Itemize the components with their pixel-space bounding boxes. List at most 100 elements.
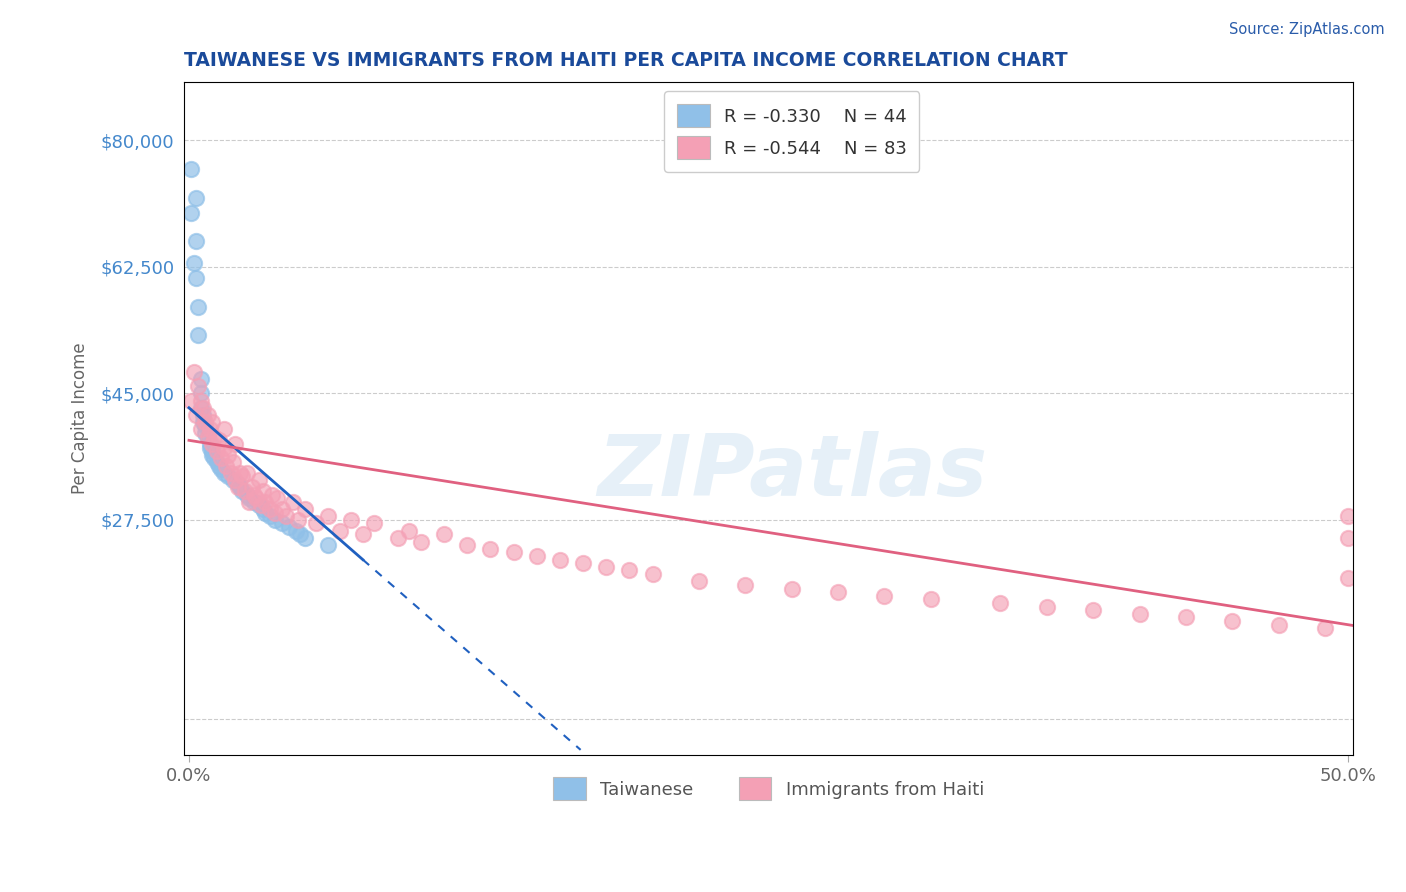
Point xyxy=(197,430,219,444)
Point xyxy=(217,469,239,483)
Point xyxy=(259,502,281,516)
Point xyxy=(363,516,385,531)
Point xyxy=(263,513,285,527)
Point xyxy=(219,466,242,480)
Point xyxy=(212,422,235,436)
Point xyxy=(229,480,252,494)
Point xyxy=(197,430,219,444)
Point xyxy=(254,495,277,509)
Point xyxy=(873,589,896,603)
Point xyxy=(194,426,217,441)
Point xyxy=(201,448,224,462)
Point xyxy=(247,473,270,487)
Point xyxy=(254,506,277,520)
Point xyxy=(190,386,212,401)
Point xyxy=(224,473,246,487)
Point xyxy=(548,552,571,566)
Point xyxy=(238,491,260,505)
Point xyxy=(184,270,207,285)
Point xyxy=(231,483,253,498)
Point xyxy=(226,476,249,491)
Point xyxy=(641,567,664,582)
Point xyxy=(209,462,232,476)
Point xyxy=(688,574,710,589)
Point xyxy=(183,365,205,379)
Point xyxy=(197,408,219,422)
Point xyxy=(243,495,266,509)
Point xyxy=(183,256,205,270)
Point xyxy=(1036,599,1059,614)
Point xyxy=(270,516,292,531)
Point xyxy=(224,437,246,451)
Point xyxy=(212,441,235,455)
Point xyxy=(240,480,263,494)
Point xyxy=(250,499,273,513)
Point xyxy=(827,585,849,599)
Point xyxy=(294,531,316,545)
Text: ZIPatlas: ZIPatlas xyxy=(596,431,987,514)
Point xyxy=(734,578,756,592)
Point xyxy=(204,451,226,466)
Legend: Taiwanese, Immigrants from Haiti: Taiwanese, Immigrants from Haiti xyxy=(541,764,997,814)
Point xyxy=(236,466,259,480)
Point xyxy=(305,516,328,531)
Point xyxy=(208,434,231,448)
Point xyxy=(201,444,224,458)
Point xyxy=(263,506,285,520)
Point xyxy=(190,372,212,386)
Text: TAIWANESE VS IMMIGRANTS FROM HAITI PER CAPITA INCOME CORRELATION CHART: TAIWANESE VS IMMIGRANTS FROM HAITI PER C… xyxy=(184,51,1069,70)
Point xyxy=(277,520,299,534)
Point xyxy=(1220,614,1243,628)
Point xyxy=(201,437,224,451)
Point xyxy=(190,422,212,436)
Point xyxy=(316,538,339,552)
Point xyxy=(194,415,217,429)
Point xyxy=(187,379,209,393)
Point xyxy=(187,300,209,314)
Point xyxy=(243,487,266,501)
Point xyxy=(1313,621,1336,635)
Point xyxy=(236,487,259,501)
Point xyxy=(217,448,239,462)
Point xyxy=(387,531,409,545)
Point xyxy=(262,487,284,501)
Point xyxy=(780,582,803,596)
Point xyxy=(233,483,256,498)
Point xyxy=(252,502,274,516)
Point xyxy=(456,538,478,552)
Point xyxy=(276,509,298,524)
Point xyxy=(433,527,456,541)
Point xyxy=(238,495,260,509)
Text: Source: ZipAtlas.com: Source: ZipAtlas.com xyxy=(1229,22,1385,37)
Point xyxy=(208,458,231,473)
Point xyxy=(287,513,309,527)
Point xyxy=(409,534,432,549)
Point xyxy=(619,564,641,578)
Point xyxy=(1267,617,1289,632)
Point xyxy=(191,408,214,422)
Point xyxy=(184,408,207,422)
Point xyxy=(190,393,212,408)
Point xyxy=(1337,509,1360,524)
Point xyxy=(190,401,212,415)
Point xyxy=(294,502,316,516)
Point xyxy=(595,560,617,574)
Point xyxy=(259,509,281,524)
Point xyxy=(180,393,202,408)
Point xyxy=(270,502,292,516)
Point xyxy=(198,422,221,436)
Point xyxy=(191,415,214,429)
Point xyxy=(247,499,270,513)
Point xyxy=(283,495,305,509)
Point xyxy=(329,524,352,538)
Point xyxy=(209,451,232,466)
Point xyxy=(572,556,595,570)
Point xyxy=(184,235,207,249)
Point xyxy=(198,441,221,455)
Point xyxy=(198,437,221,451)
Point xyxy=(222,473,245,487)
Point xyxy=(205,455,228,469)
Point xyxy=(205,444,228,458)
Point xyxy=(1081,603,1104,617)
Point xyxy=(502,545,524,559)
